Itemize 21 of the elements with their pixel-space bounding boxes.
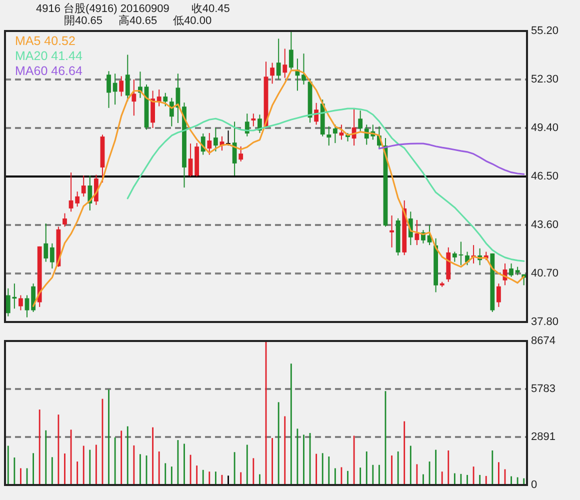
text: MA5 40.52 [15, 34, 76, 48]
y-tick-label: 49.40 [531, 122, 559, 134]
y-tick-label: 55.20 [531, 24, 559, 37]
y-tick-label: 0 [531, 478, 538, 491]
y-tick-label: 8674 [531, 334, 556, 347]
y-tick-label: 2891 [531, 430, 556, 443]
y-tick-label: 52.30 [531, 73, 559, 86]
y-tick-label: 40.70 [531, 267, 559, 280]
text: MA60 46.64 [15, 64, 82, 78]
line-series [126, 108, 525, 262]
y-tick-label: 43.60 [531, 218, 559, 231]
chart-title: 4916 台股(4916) 20160909 [36, 2, 170, 15]
text: 收40.45 [191, 3, 230, 15]
y-tick-label: 37.80 [531, 316, 559, 328]
text: 低40.00 [173, 15, 212, 27]
y-tick-label: 5783 [531, 382, 556, 395]
text: 開40.65 [64, 15, 103, 27]
text: 高40.65 [118, 14, 158, 27]
line-series [378, 142, 525, 175]
text: MA20 41.44 [15, 49, 82, 63]
y-tick-label: 46.50 [531, 170, 559, 182]
